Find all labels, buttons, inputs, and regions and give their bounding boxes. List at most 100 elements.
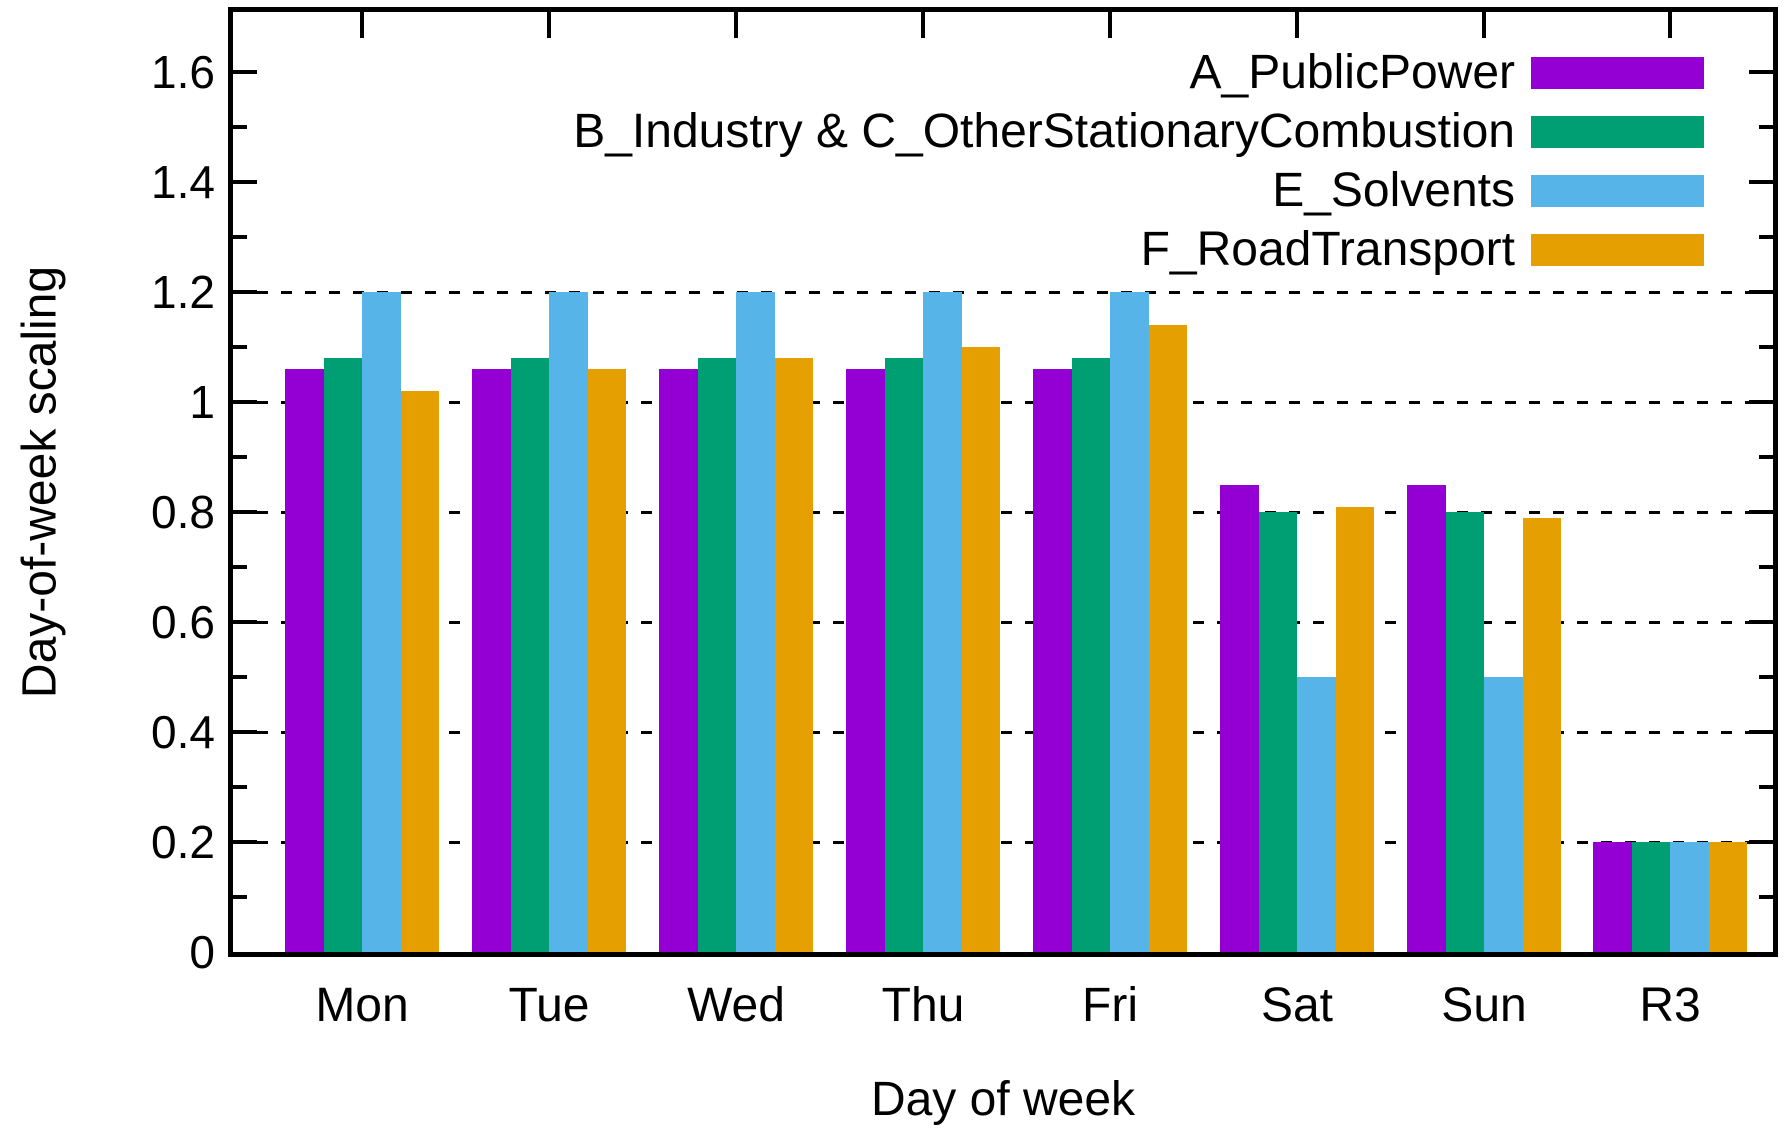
- bar: [697, 358, 736, 952]
- y-minor-tick-left: [233, 565, 247, 569]
- bar: [1335, 506, 1374, 952]
- y-minor-tick-right: [1759, 675, 1773, 679]
- bar: [1258, 512, 1297, 952]
- y-minor-tick-left: [233, 785, 247, 789]
- x-axis-title: Day of week: [870, 1073, 1136, 1126]
- bar: [1445, 512, 1484, 952]
- y-major-tick-right: [1749, 70, 1773, 74]
- y-major-tick-right: [1749, 290, 1773, 294]
- y-major-tick-right: [1749, 840, 1773, 844]
- bar: [1631, 842, 1670, 952]
- y-major-tick-right: [1749, 730, 1773, 734]
- x-tick-top: [1668, 12, 1672, 38]
- bar: [1522, 517, 1561, 952]
- x-category-label: Sat: [1260, 979, 1334, 1032]
- bar: [1148, 325, 1187, 952]
- y-tick-label: 0: [189, 926, 215, 978]
- x-tick-top: [921, 12, 925, 38]
- x-axis-tick-labels: Mon Tue Wed Thu Fri Sat Sun R3: [233, 978, 1773, 1038]
- bar: [400, 391, 439, 952]
- x-tick-top: [1295, 12, 1299, 38]
- y-major-tick-left: [233, 510, 257, 514]
- plot-area: [233, 12, 1773, 952]
- y-major-tick-left: [233, 180, 257, 184]
- bar: [1220, 484, 1259, 952]
- x-category-label: Mon: [315, 979, 409, 1032]
- bar: [1708, 842, 1747, 952]
- y-major-tick-right: [1749, 510, 1773, 514]
- y-major-tick-left: [233, 730, 257, 734]
- y-minor-tick-right: [1759, 235, 1773, 239]
- y-minor-tick-right: [1759, 565, 1773, 569]
- y-tick-label: 0.2: [151, 816, 215, 868]
- bar: [1670, 842, 1709, 952]
- bar: [587, 369, 626, 952]
- x-tick-top: [1108, 12, 1112, 38]
- x-category-label: Wed: [687, 979, 785, 1032]
- gridline: [233, 400, 1773, 404]
- x-category-label: Sun: [1441, 979, 1527, 1032]
- y-tick-label: 0.8: [151, 486, 215, 538]
- bar: [1110, 292, 1149, 952]
- y-axis-tick-labels: 0 0.2 0.4 0.6 0.8 1 1.2 1.4 1.6: [0, 12, 215, 978]
- y-tick-label: 1.2: [151, 266, 215, 318]
- bar: [285, 369, 324, 952]
- bar: [1297, 677, 1336, 952]
- y-major-tick-left: [233, 620, 257, 624]
- bar: [1071, 358, 1110, 952]
- bar: [846, 369, 885, 952]
- y-tick-label: 1: [189, 376, 215, 428]
- bar: [549, 292, 588, 952]
- gridline: [233, 620, 1773, 624]
- y-minor-tick-right: [1759, 455, 1773, 459]
- y-major-tick-left: [233, 70, 257, 74]
- bar: [961, 347, 1000, 952]
- y-major-tick-right: [1749, 620, 1773, 624]
- x-tick-top: [734, 12, 738, 38]
- gridline: [233, 510, 1773, 514]
- bar: [1407, 484, 1446, 952]
- bar: [472, 369, 511, 952]
- bar: [884, 358, 923, 952]
- y-major-tick-left: [233, 840, 257, 844]
- bar: [323, 358, 362, 952]
- gridline: [233, 730, 1773, 734]
- bar: [1484, 677, 1523, 952]
- y-minor-tick-left: [233, 895, 247, 899]
- x-category-label: Fri: [1082, 979, 1138, 1032]
- y-minor-tick-left: [233, 345, 247, 349]
- x-tick-top: [1482, 12, 1486, 38]
- bar: [659, 369, 698, 952]
- y-tick-label: 1.4: [151, 156, 215, 208]
- gridline: [233, 840, 1773, 844]
- y-tick-label: 0.4: [151, 706, 215, 758]
- bar: [510, 358, 549, 952]
- x-category-label: Thu: [881, 979, 965, 1032]
- y-minor-tick-right: [1759, 785, 1773, 789]
- x-tick-top: [360, 12, 364, 38]
- y-minor-tick-right: [1759, 125, 1773, 129]
- y-tick-label: 1.6: [151, 46, 215, 98]
- y-minor-tick-right: [1759, 345, 1773, 349]
- y-minor-tick-left: [233, 125, 247, 129]
- bar: [1033, 369, 1072, 952]
- gridline: [233, 290, 1773, 294]
- bar: [774, 358, 813, 952]
- x-category-label: Tue: [508, 979, 590, 1032]
- y-minor-tick-left: [233, 235, 247, 239]
- bar: [923, 292, 962, 952]
- bar: [362, 292, 401, 952]
- y-minor-tick-left: [233, 455, 247, 459]
- y-minor-tick-right: [1759, 895, 1773, 899]
- bar: [1593, 842, 1632, 952]
- x-tick-top: [547, 12, 551, 38]
- bar: [736, 292, 775, 952]
- y-major-tick-right: [1749, 400, 1773, 404]
- y-major-tick-left: [233, 290, 257, 294]
- y-major-tick-left: [233, 400, 257, 404]
- x-category-label: R3: [1639, 979, 1701, 1032]
- y-major-tick-right: [1749, 180, 1773, 184]
- y-minor-tick-left: [233, 675, 247, 679]
- y-tick-label: 0.6: [151, 596, 215, 648]
